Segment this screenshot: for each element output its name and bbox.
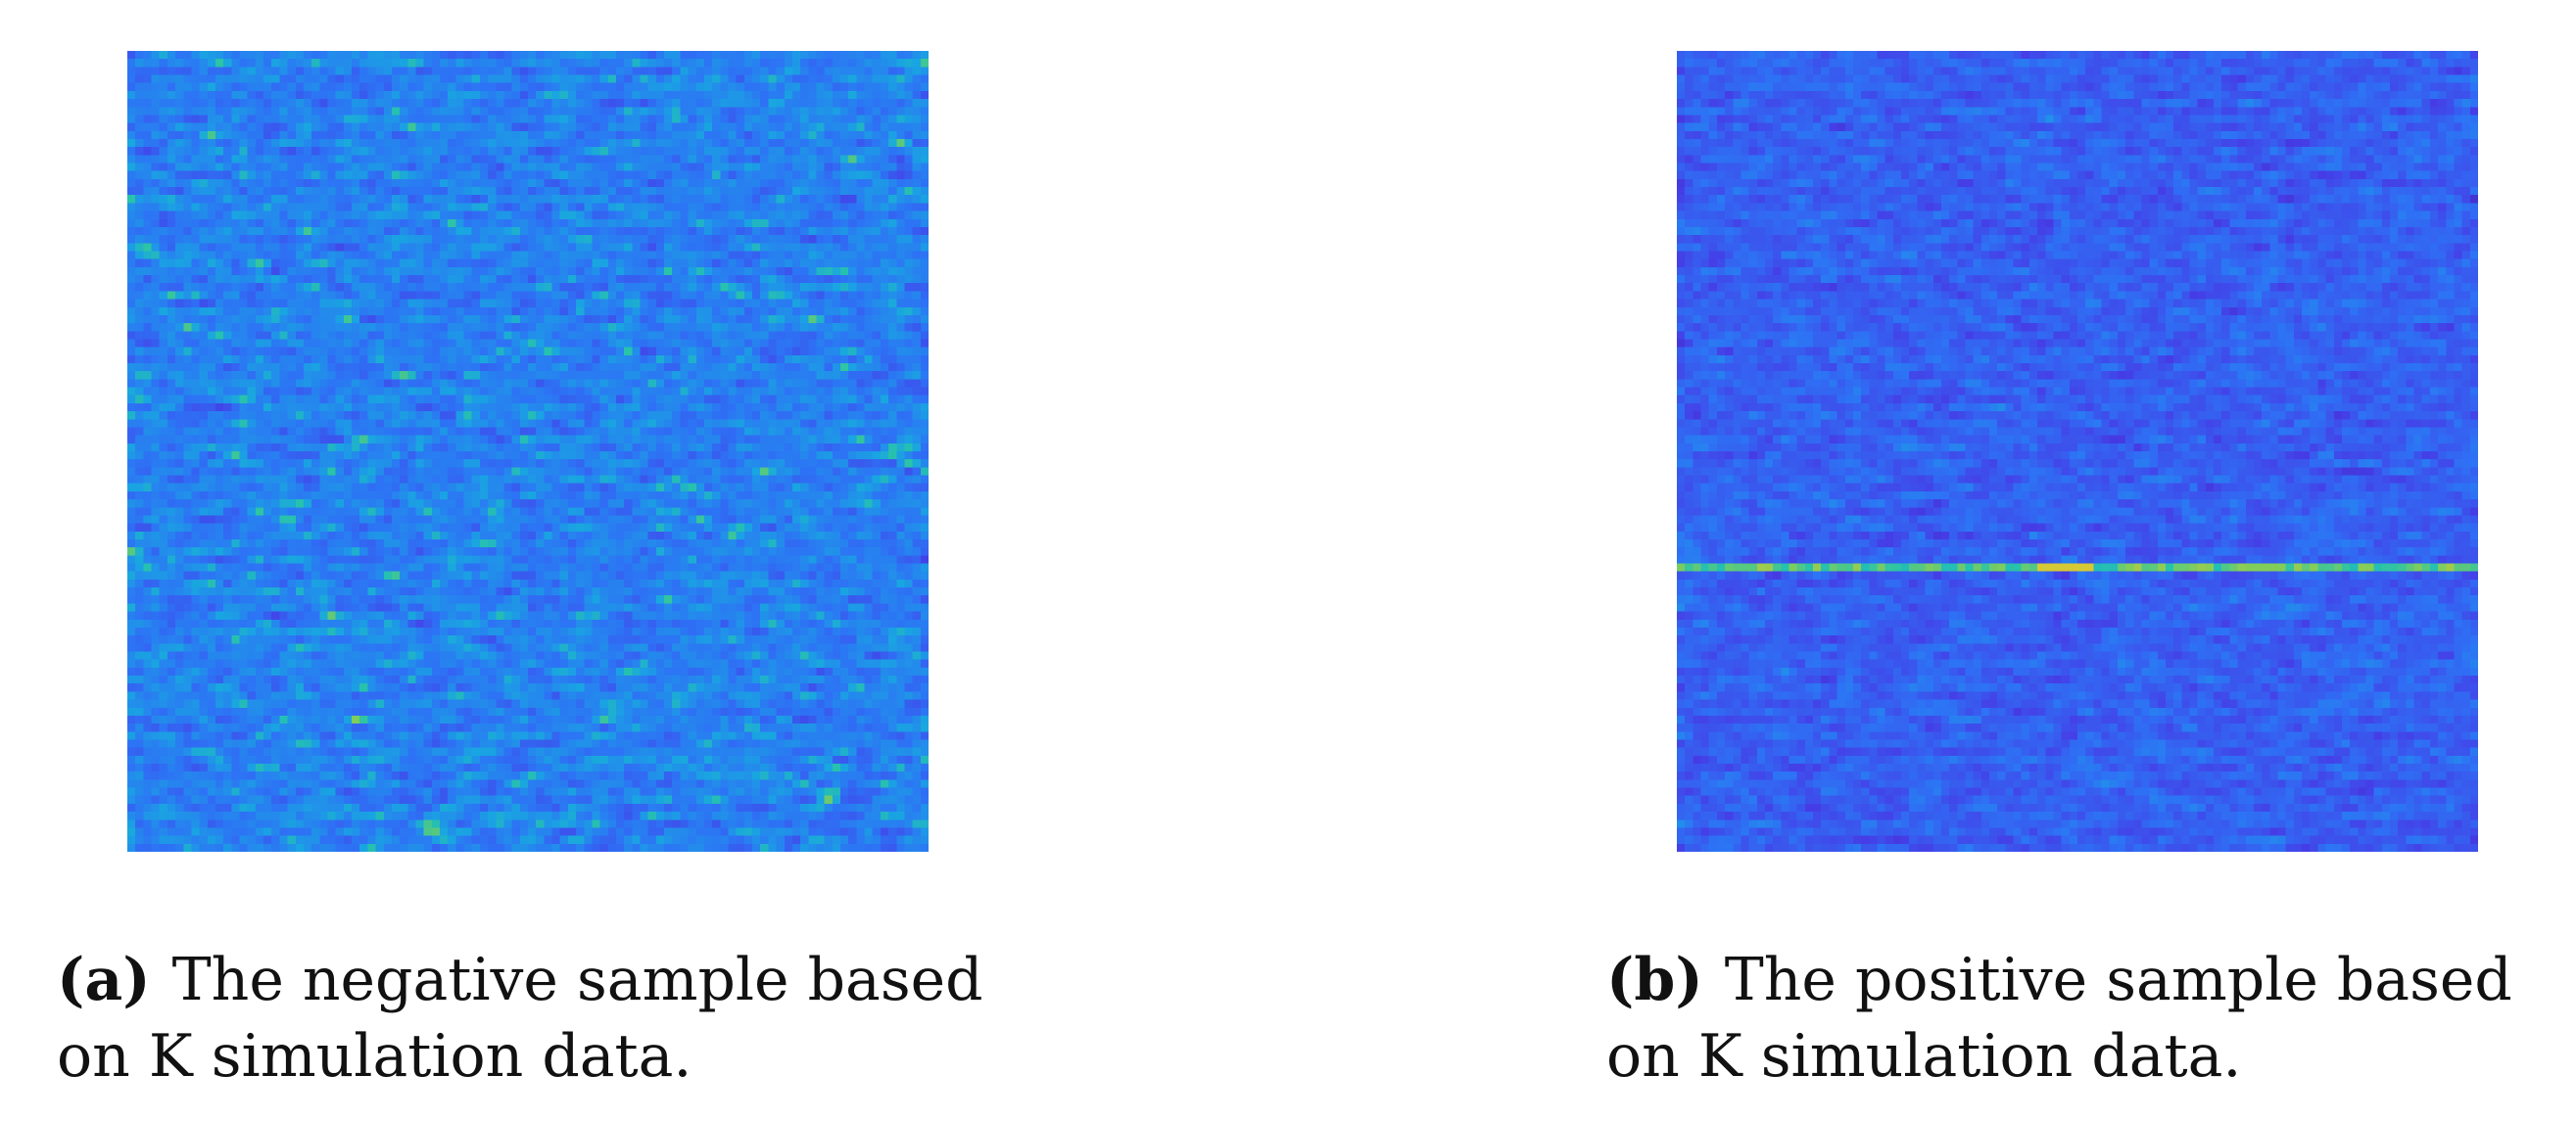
caption-a-line2: on K simulation data. [57, 1022, 692, 1091]
caption-b-line1: (b) The positive sample based [1606, 942, 2576, 1018]
caption-a: (a) The negative sample based on K simula… [57, 942, 1075, 1095]
caption-a-line1: (a) The negative sample based [57, 942, 1075, 1018]
caption-b: (b) The positive sample based on K simula… [1606, 942, 2576, 1095]
heatmap-negative-sample [127, 51, 929, 852]
caption-b-text1: The positive sample based [1724, 946, 2512, 1014]
subfigure-marker-b: (b) [1606, 946, 1703, 1014]
figure-panel-b: (b) The positive sample based on K simula… [1288, 0, 2576, 1122]
heatmap-positive-sample [1677, 51, 2478, 852]
figure-panel-a: (a) The negative sample based on K simula… [57, 51, 1075, 1095]
caption-b-line2: on K simulation data. [1606, 1022, 2242, 1091]
subfigure-marker-a: (a) [57, 946, 151, 1014]
caption-a-text1: The negative sample based [171, 946, 983, 1014]
